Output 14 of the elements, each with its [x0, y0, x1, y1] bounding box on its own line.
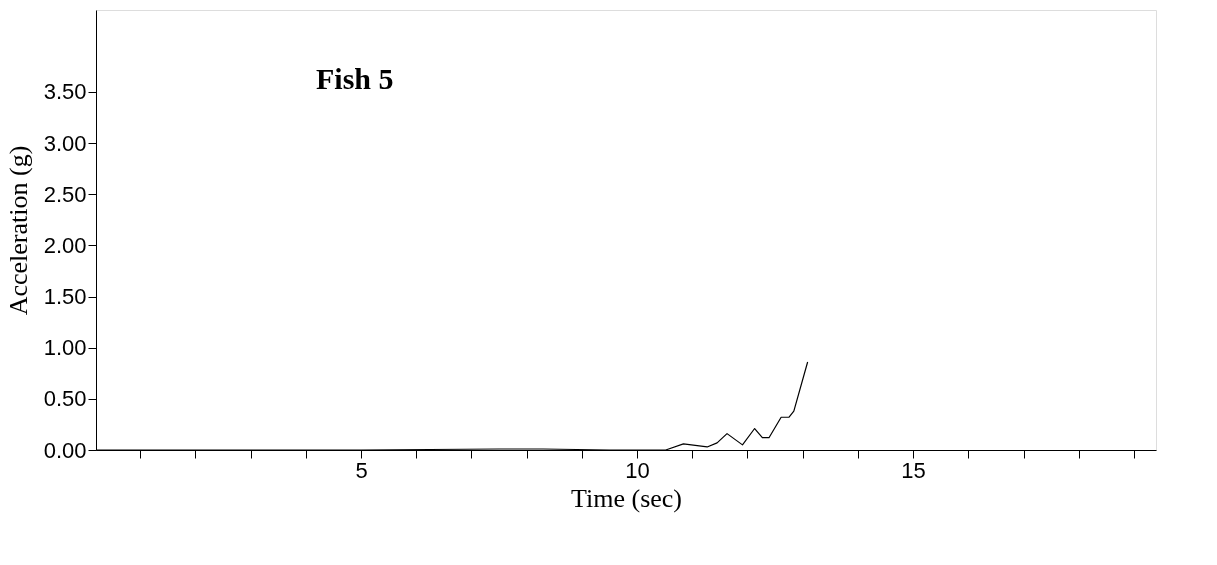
x-tick-label: 5: [355, 457, 368, 483]
y-tick-label: 2.50: [43, 181, 87, 207]
y-tick-label: 1.00: [43, 335, 87, 361]
x-tick-label: 10: [625, 457, 650, 483]
y-tick-label: 3.00: [43, 130, 87, 156]
y-tick-label: 0.50: [43, 386, 87, 412]
annotation: Fish 5: [316, 62, 394, 95]
x-axis-title: Time (sec): [571, 483, 682, 513]
y-tick-label: 1.50: [43, 284, 87, 310]
y-axis-title: Acceleration (g): [3, 145, 33, 316]
x-tick-label: 15: [901, 457, 926, 483]
y-tick-label: 0.00: [43, 437, 87, 463]
y-tick-label: 3.50: [43, 79, 87, 105]
y-tick-label: 2.00: [43, 232, 87, 258]
